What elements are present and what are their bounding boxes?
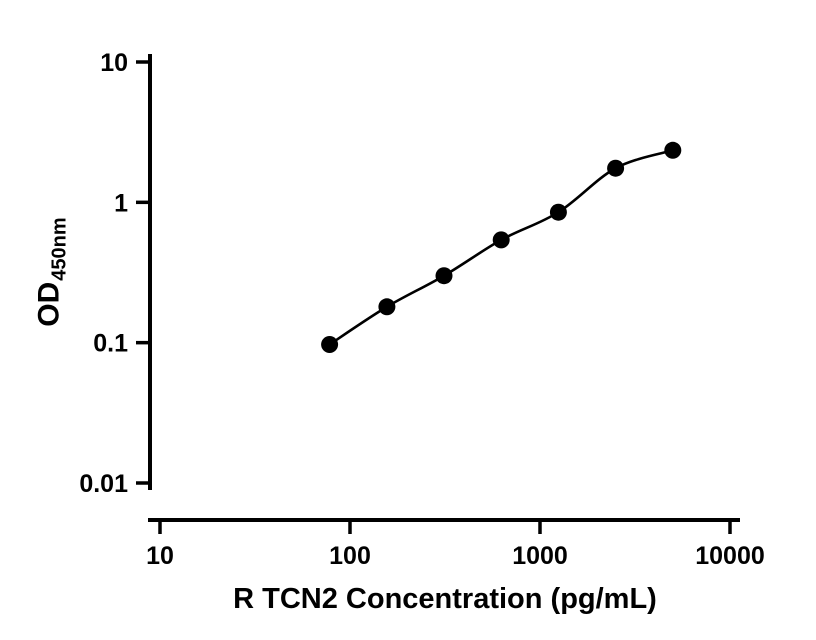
y-tick-label: 1	[114, 189, 128, 217]
data-point	[549, 203, 567, 221]
x-tick-label: 10000	[695, 542, 765, 570]
x-tick-label: 100	[329, 542, 371, 570]
data-point	[321, 336, 339, 353]
data-point	[378, 298, 396, 316]
y-tick-label: 0.01	[79, 470, 128, 498]
data-point	[435, 267, 453, 285]
x-axis-title: R TCN2 Concentration (pg/mL)	[233, 583, 657, 615]
data-point	[492, 231, 510, 249]
data-point	[664, 141, 682, 159]
y-axis-title-main: OD	[32, 281, 66, 327]
x-tick-label: 10	[146, 542, 174, 570]
y-axis-title: OD450nm	[33, 217, 72, 326]
data-point	[607, 159, 625, 177]
y-axis-title-subscript: 450nm	[48, 217, 71, 281]
y-tick-label: 0.1	[93, 330, 128, 358]
y-tick-label: 10	[100, 49, 128, 77]
x-tick-label: 1000	[512, 542, 568, 570]
